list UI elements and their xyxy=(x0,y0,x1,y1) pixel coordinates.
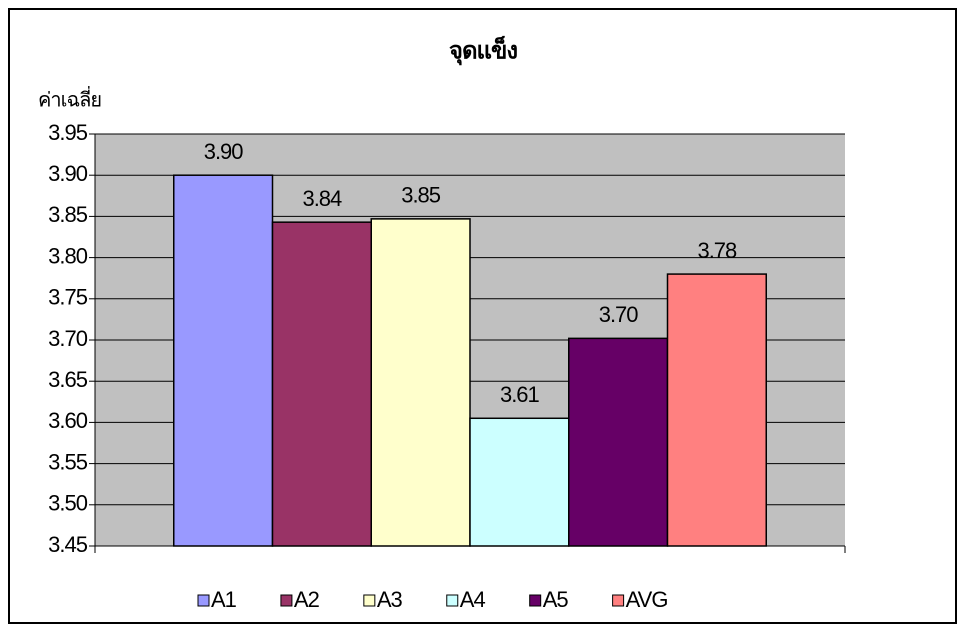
legend-swatch xyxy=(280,594,293,607)
y-tick-label: 3.80 xyxy=(48,243,88,268)
y-tick-label: 3.60 xyxy=(48,408,88,433)
legend-label: A2 xyxy=(294,587,320,612)
y-tick-label: 3.50 xyxy=(48,491,88,516)
legend-swatch xyxy=(197,594,210,607)
legend-swatch xyxy=(363,594,376,607)
bar xyxy=(469,417,570,547)
y-tick-label: 3.95 xyxy=(48,120,88,145)
y-tick-label: 3.65 xyxy=(48,367,88,392)
bar xyxy=(271,221,372,547)
legend-label: A3 xyxy=(377,587,403,612)
y-tick-label: 3.70 xyxy=(48,326,88,351)
bar xyxy=(370,218,471,547)
legend-swatch xyxy=(612,594,625,607)
y-tick-label: 3.45 xyxy=(48,532,88,557)
data-label: 3.90 xyxy=(204,139,244,164)
bar xyxy=(173,174,274,547)
legend-swatch xyxy=(529,594,542,607)
legend-label: A5 xyxy=(543,587,569,612)
y-tick-label: 3.85 xyxy=(48,202,88,227)
data-label: 3.61 xyxy=(500,382,540,407)
chart-title: จุดแข็ง xyxy=(449,35,518,66)
y-tick-label: 3.75 xyxy=(48,285,88,310)
bar xyxy=(568,337,669,547)
data-label: 3.78 xyxy=(697,238,737,263)
data-label: 3.84 xyxy=(302,186,342,211)
data-label: 3.70 xyxy=(599,302,639,327)
y-tick-label: 3.55 xyxy=(48,449,88,474)
legend-label: A4 xyxy=(460,587,486,612)
legend-swatch xyxy=(446,594,459,607)
bar xyxy=(666,273,767,547)
y-tick-label: 3.90 xyxy=(48,161,88,186)
data-label: 3.85 xyxy=(401,183,441,208)
y-axis-label: ค่าเฉลี่ย xyxy=(38,85,101,111)
legend-label: A1 xyxy=(211,587,237,612)
legend-label: AVG xyxy=(626,587,668,612)
